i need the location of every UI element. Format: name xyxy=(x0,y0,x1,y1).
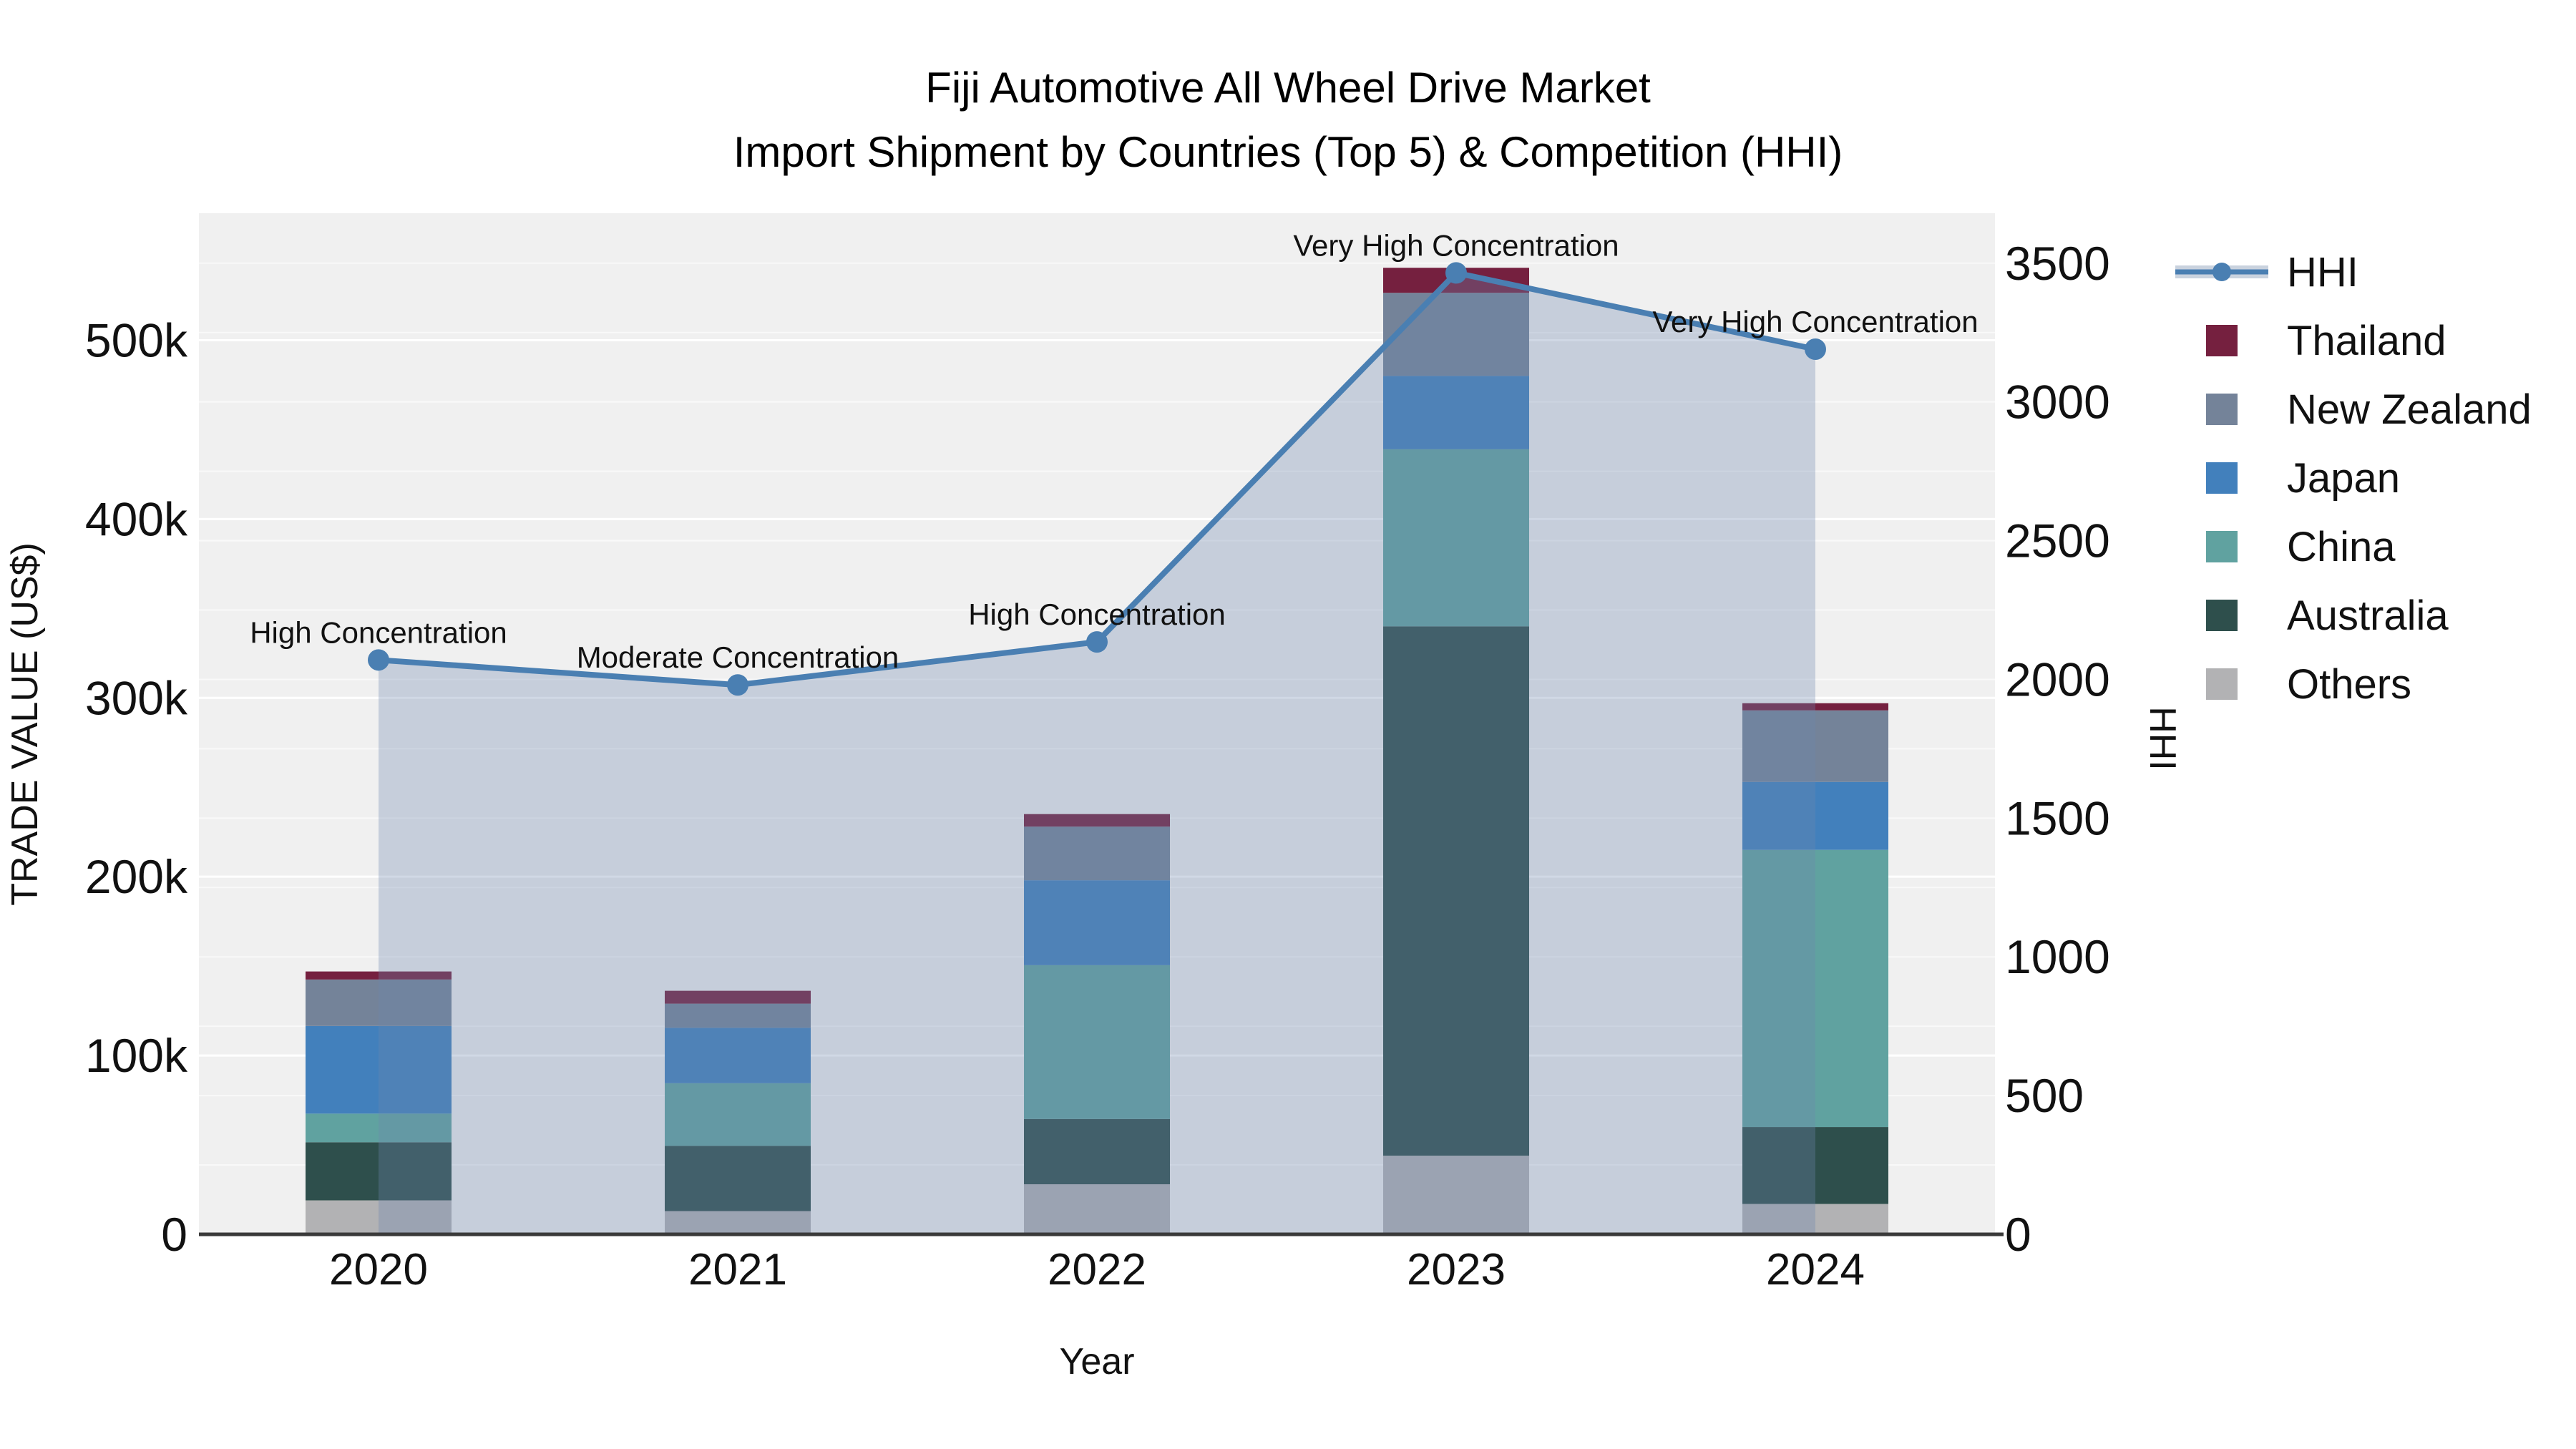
x-tick-2024: 2024 xyxy=(1766,1245,1865,1294)
legend-swatch-icon xyxy=(2175,531,2268,562)
bar-segment-2022-thailand xyxy=(1024,814,1170,827)
bar-segment-2021-others xyxy=(665,1211,811,1234)
annotation-2020: High Concentration xyxy=(250,615,507,649)
hhi-marker-2022 xyxy=(1086,631,1108,653)
y-left-tick-0: 0 xyxy=(161,1208,187,1261)
y-right-tick-1500: 1500 xyxy=(2005,791,2110,844)
bar-segment-2021-china xyxy=(665,1083,811,1146)
legend-label: China xyxy=(2287,523,2396,570)
bar-segment-2023-china xyxy=(1383,449,1529,627)
bar-segment-2022-australia xyxy=(1024,1118,1170,1185)
legend-label: Thailand xyxy=(2287,317,2446,364)
bar-segment-2023-others xyxy=(1383,1156,1529,1234)
x-axis-title: Year xyxy=(1059,1341,1134,1382)
bar-segment-2022-china xyxy=(1024,965,1170,1119)
legend-line-sample-icon xyxy=(2175,256,2268,288)
annotation-2021: Moderate Concentration xyxy=(577,640,899,674)
legend-item-japan[interactable]: Japan xyxy=(2175,444,2532,512)
chart-title-line2: Import Shipment by Countries (Top 5) & C… xyxy=(733,128,1843,176)
legend-swatch-icon xyxy=(2175,394,2268,425)
x-tick-2023: 2023 xyxy=(1407,1245,1506,1294)
legend-label: New Zealand xyxy=(2287,386,2532,433)
color-swatch xyxy=(2206,668,2238,700)
bar-segment-2021-japan xyxy=(665,1028,811,1083)
bar-segment-2020-thailand xyxy=(306,971,452,980)
bar-segment-2020-australia xyxy=(306,1142,452,1201)
y-left-tick-100k: 100k xyxy=(85,1029,188,1082)
bar-segment-2024-china xyxy=(1742,849,1888,1128)
bar-segment-2022-new-zealand xyxy=(1024,826,1170,881)
y-right-tick-3500: 3500 xyxy=(2005,237,2110,290)
y-right-axis-title: HHI xyxy=(2142,706,2183,771)
chart-title: Fiji Automotive All Wheel Drive Market I… xyxy=(0,56,2576,185)
bar-segment-2022-japan xyxy=(1024,880,1170,965)
color-swatch xyxy=(2206,325,2238,356)
legend: HHI Thailand New Zealand Japan China Australi… xyxy=(2175,238,2532,718)
bar-segment-2021-new-zealand xyxy=(665,1003,811,1028)
legend-swatch-icon xyxy=(2175,462,2268,494)
annotation-2023: Very High Concentration xyxy=(1293,228,1619,262)
legend-label: HHI xyxy=(2287,248,2358,296)
bar-segment-2020-china xyxy=(306,1113,452,1143)
color-swatch xyxy=(2206,531,2238,562)
legend-label: Australia xyxy=(2287,592,2449,639)
y-right-tick-500: 500 xyxy=(2005,1069,2084,1122)
bar-segment-2023-japan xyxy=(1383,376,1529,449)
bar-segment-2024-thailand xyxy=(1742,703,1888,711)
hhi-area-fill xyxy=(379,273,1815,1235)
legend-swatch-icon xyxy=(2175,668,2268,700)
y-right-tick-2000: 2000 xyxy=(2005,653,2110,706)
bar-segment-2021-australia xyxy=(665,1146,811,1211)
legend-item-australia[interactable]: Australia xyxy=(2175,581,2532,650)
legend-item-others[interactable]: Others xyxy=(2175,650,2532,718)
legend-swatch-icon xyxy=(2175,600,2268,631)
y-left-tick-500k: 500k xyxy=(85,313,188,366)
legend-item-china[interactable]: China xyxy=(2175,512,2532,581)
bar-segment-2021-thailand xyxy=(665,990,811,1004)
bar-segment-2024-japan xyxy=(1742,781,1888,850)
y-left-tick-200k: 200k xyxy=(85,850,188,903)
hhi-marker-2020 xyxy=(368,649,389,671)
legend-label: Japan xyxy=(2287,454,2401,502)
annotation-2022: High Concentration xyxy=(968,597,1226,631)
legend-label: Others xyxy=(2287,660,2412,708)
y-right-tick-3000: 3000 xyxy=(2005,376,2110,429)
color-swatch xyxy=(2206,600,2238,631)
hhi-marker-2024 xyxy=(1805,338,1826,361)
hhi-marker-2021 xyxy=(727,674,748,696)
bar-segment-2024-others xyxy=(1742,1204,1888,1234)
bar-segment-2022-others xyxy=(1024,1184,1170,1234)
bar-segment-2024-new-zealand xyxy=(1742,710,1888,782)
y-right-tick-1000: 1000 xyxy=(2005,930,2110,983)
color-swatch xyxy=(2206,462,2238,494)
legend-item-thailand[interactable]: Thailand xyxy=(2175,306,2532,375)
legend-swatch-icon xyxy=(2175,325,2268,356)
y-right-tick-0: 0 xyxy=(2005,1208,2031,1261)
y-left-tick-300k: 300k xyxy=(85,671,188,724)
bar-segment-2020-others xyxy=(306,1200,452,1234)
bar-segment-2020-new-zealand xyxy=(306,979,452,1026)
x-tick-2020: 2020 xyxy=(329,1245,428,1294)
hhi-marker-2023 xyxy=(1445,262,1467,284)
hhi-markers xyxy=(368,262,1826,696)
annotation-2024: Very High Concentration xyxy=(1652,305,1978,338)
bars xyxy=(306,268,1888,1234)
x-tick-2022: 2022 xyxy=(1048,1245,1146,1294)
bar-segment-2024-australia xyxy=(1742,1127,1888,1204)
y-right-tick-2500: 2500 xyxy=(2005,514,2110,567)
y-left-axis-title: TRADE VALUE (US$) xyxy=(4,542,46,906)
bar-segment-2020-japan xyxy=(306,1025,452,1114)
legend-item-new-zealand[interactable]: New Zealand xyxy=(2175,375,2532,444)
bar-segment-2023-australia xyxy=(1383,626,1529,1156)
y-left-tick-400k: 400k xyxy=(85,492,188,545)
color-swatch xyxy=(2206,394,2238,425)
chart-title-line1: Fiji Automotive All Wheel Drive Market xyxy=(925,64,1651,112)
bar-segment-2023-new-zealand xyxy=(1383,293,1529,376)
legend-item-hhi[interactable]: HHI xyxy=(2175,238,2532,306)
x-tick-2021: 2021 xyxy=(688,1245,787,1294)
